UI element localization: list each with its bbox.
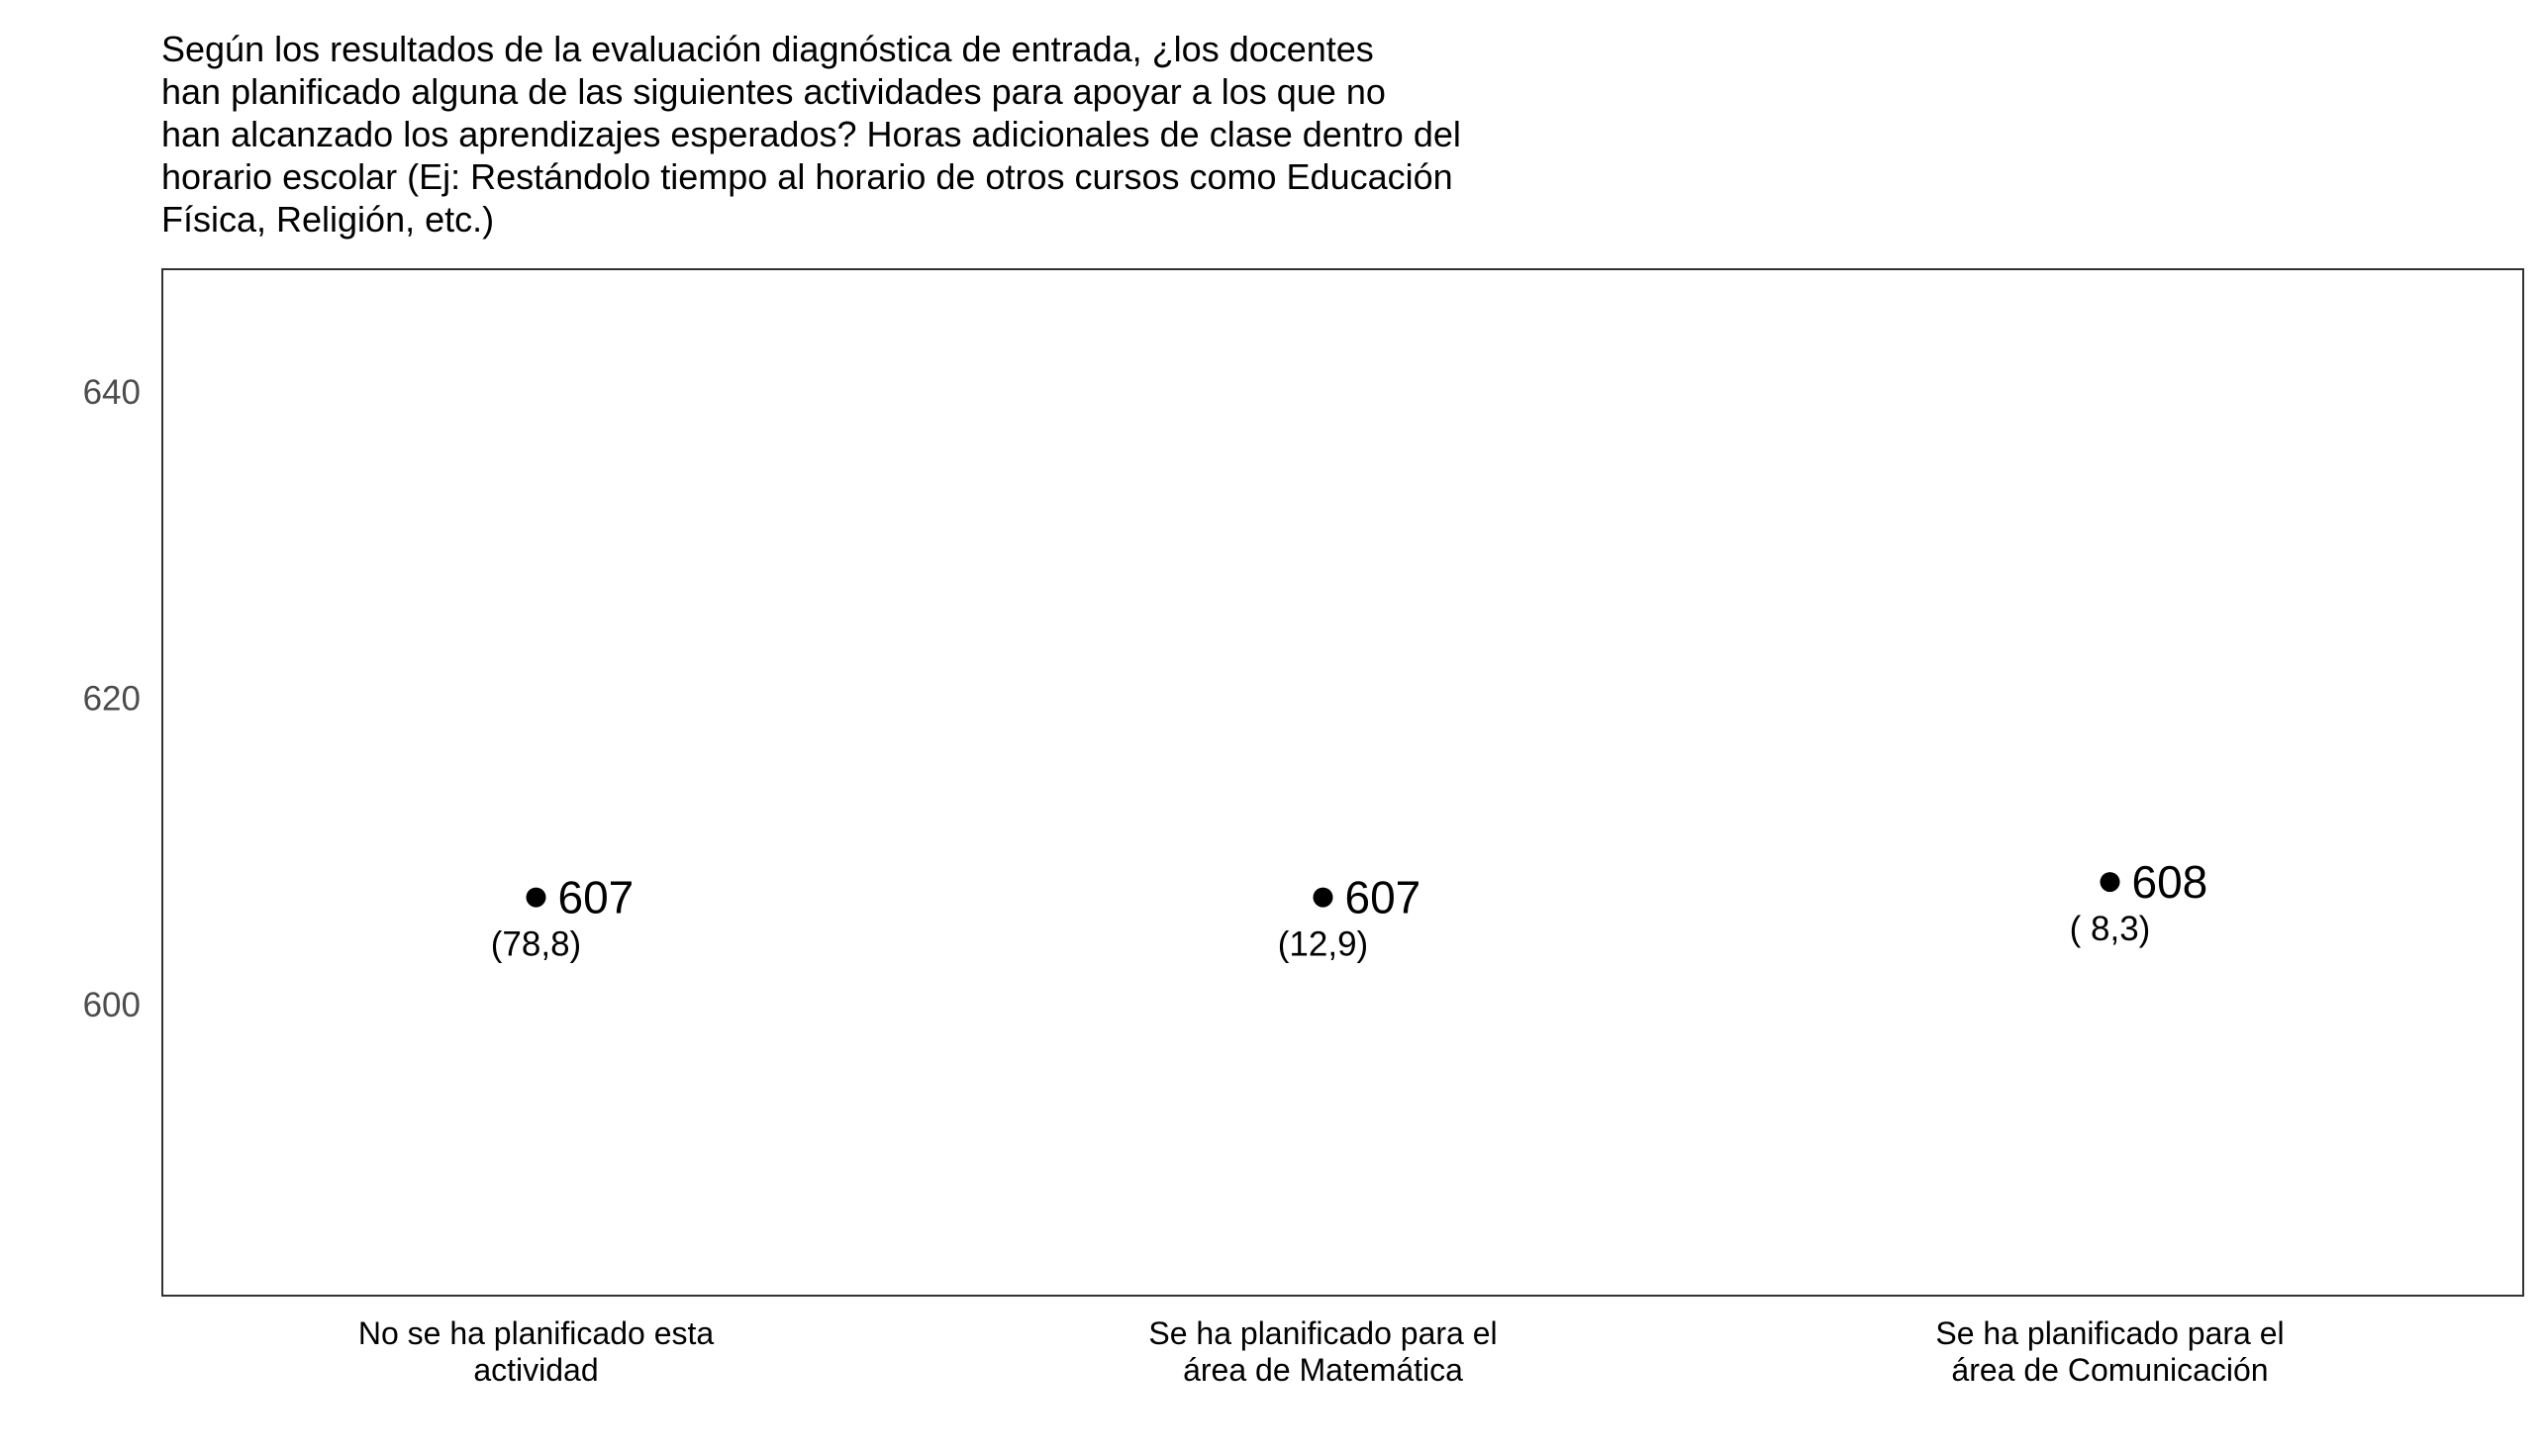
x-category-label-line: área de Matemática bbox=[1183, 1352, 1463, 1388]
y-tick-label: 620 bbox=[83, 679, 141, 718]
x-category-label-line: No se ha planificado esta bbox=[358, 1315, 715, 1351]
data-point bbox=[2100, 872, 2120, 893]
percent-label: ( 8,3) bbox=[2070, 910, 2151, 948]
data-point bbox=[526, 887, 546, 908]
chart-title: Según los resultados de la evaluación di… bbox=[161, 29, 1461, 240]
percent-label: (78,8) bbox=[491, 925, 581, 964]
y-tick-label: 600 bbox=[83, 986, 141, 1024]
x-axis: No se ha planificado esta actividad Se ha … bbox=[358, 1315, 2285, 1388]
x-category-label-line: actividad bbox=[473, 1352, 598, 1388]
y-tick-label: 640 bbox=[83, 373, 141, 412]
x-category-label: Se ha planificado para el área de Matemát… bbox=[1148, 1315, 1497, 1388]
value-label: 608 bbox=[2132, 856, 2208, 908]
percent-label: (12,9) bbox=[1278, 925, 1368, 964]
x-category-label-line: Se ha planificado para el bbox=[1148, 1315, 1497, 1351]
x-category-label: No se ha planificado esta actividad bbox=[358, 1315, 715, 1388]
plot-frame bbox=[161, 268, 2524, 1297]
value-label: 607 bbox=[558, 872, 635, 923]
y-axis: 600 620 640 bbox=[83, 373, 141, 1024]
data-points: 607(78,8)607(12,9)608( 8,3) bbox=[491, 856, 2207, 963]
data-point bbox=[1313, 887, 1333, 908]
x-category-label: Se ha planificado para el área de Comunic… bbox=[1935, 1315, 2284, 1388]
x-category-label-line: área de Comunicación bbox=[1951, 1352, 2268, 1388]
value-label: 607 bbox=[1345, 872, 1421, 923]
x-category-label-line: Se ha planificado para el bbox=[1935, 1315, 2284, 1351]
